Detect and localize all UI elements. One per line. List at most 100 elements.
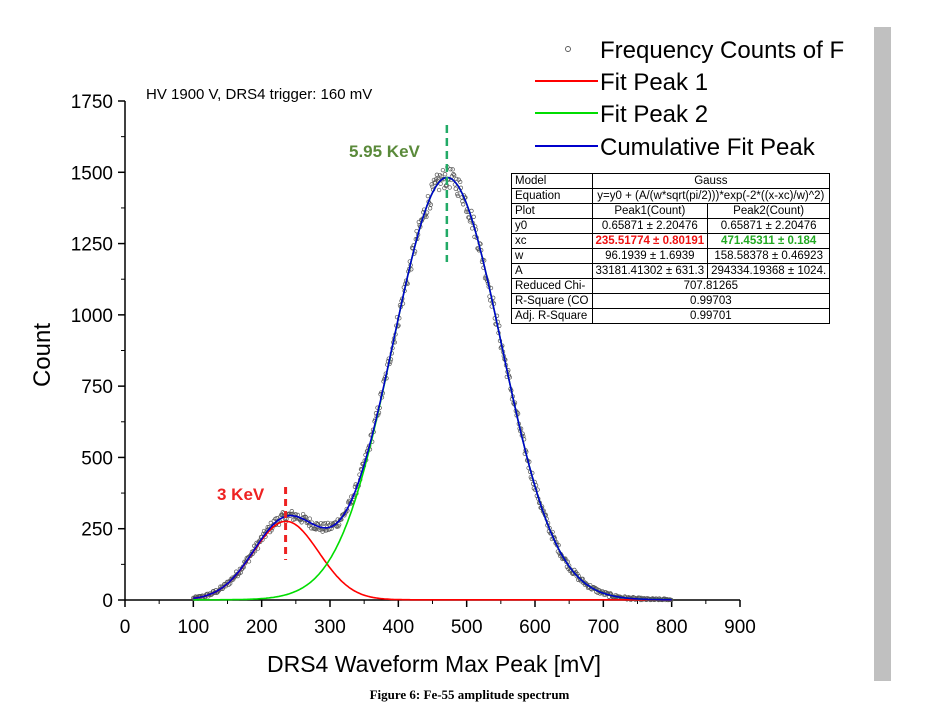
table-row: Adj. R-Square 0.99701 [511,308,831,324]
table-cell: 0.99703 [591,293,831,309]
data-point [429,182,434,187]
table-cell: R-Square (CO [511,293,593,309]
y-axis: 0 250 500 750 1000 1250 1500 1750 [71,92,125,612]
table-cell: Plot [511,203,593,219]
data-point [318,520,324,526]
table-cell: Adj. R-Square [511,308,593,324]
data-point [439,177,445,182]
legend: Frequency Counts of F Fit Peak 1 Fit Peak … [535,37,844,161]
table-cell: 707.81265 [591,278,831,294]
table-row: Plot Peak1(Count) Peak2(Count) [511,203,831,219]
y-tick-label: 500 [81,448,113,469]
y-tick-label: 1750 [71,92,113,113]
table-row: y0 0.65871 ± 2.20476 0.65871 ± 2.20476 [511,218,831,234]
cumulative-fit-line [193,176,672,601]
data-point [442,172,448,177]
table-cell-xc-peak1: 235.51774 ± 0.80191 [591,233,709,249]
table-cell: 96.1939 ± 1.6939 [591,248,709,264]
x-tick-label: 600 [519,617,551,638]
data-point [317,527,322,532]
table-row: A 33181.41302 ± 631.3 294334.19368 ± 102… [511,263,831,279]
data-point [448,167,453,172]
x-axis-label: DRS4 Waveform Max Peak [mV] [267,651,601,677]
table-row: Model Gauss [511,173,831,189]
data-point [452,172,457,178]
legend-label: Cumulative Fit Peak [600,134,816,161]
x-tick-label: 700 [587,617,619,638]
data-point [440,167,446,173]
legend-label: Fit Peak 2 [600,101,708,128]
figure-caption: Figure 6: Fe-55 amplitude spectrum [369,687,570,702]
data-point [458,179,463,185]
table-cell: 0.65871 ± 2.20476 [591,218,709,234]
data-point [472,234,477,240]
data-point [574,573,579,579]
data-point [471,214,476,219]
data-point [428,202,434,207]
y-tick-label: 0 [102,591,113,612]
data-point [460,199,465,204]
x-tick-label: 900 [724,617,756,638]
table-cell: Model [511,173,593,189]
data-point [434,172,440,177]
data-point [424,214,429,220]
x-tick-label: 200 [246,617,278,638]
fit-curves [193,176,672,601]
peak-1-label: 3 KeV [217,485,265,504]
data-point [453,186,458,191]
data-point [425,193,431,199]
data-point [303,515,309,520]
x-tick-label: 800 [656,617,688,638]
data-point [427,206,433,211]
x-tick-label: 300 [314,617,346,638]
data-point [450,167,455,172]
peak-2-label: 5.95 KeV [349,142,421,161]
annotations: 3 KeV 5.95 KeV [217,125,449,560]
x-tick-label: 100 [177,617,209,638]
x-tick-label: 400 [382,617,414,638]
data-point [337,522,342,527]
legend-label: Fit Peak 1 [600,69,708,96]
table-cell: 0.65871 ± 2.20476 [707,218,831,234]
table-cell: y=y0 + (A/(w*sqrt(pi/2)))*exp(-2*((x-xc)… [591,188,831,204]
data-point [461,202,466,207]
table-cell: 158.58378 ± 0.46923 [707,248,831,264]
table-cell: 33181.41302 ± 631.3 [591,263,709,279]
table-row: Equation y=y0 + (A/(w*sqrt(pi/2)))*exp(-… [511,188,831,204]
table-cell: 0.99701 [591,308,831,324]
table-cell: Gauss [591,173,831,189]
data-point [303,514,308,519]
x-tick-label: 500 [451,617,483,638]
table-cell: w [511,248,593,264]
data-point [299,520,304,525]
table-cell: Reduced Chi- [511,278,593,294]
chart-title: HV 1900 V, DRS4 trigger: 160 mV [146,86,372,103]
x-axis: 0 100 200 300 400 500 600 700 800 900 [120,600,756,638]
fit-parameters-table: Model Gauss Equation y=y0 + (A/(w*sqrt(p… [511,173,831,324]
y-axis-label: Count [29,323,56,387]
scrollbar-strip [874,27,891,681]
legend-label: Frequency Counts of F [600,37,844,64]
data-point [439,174,444,179]
y-tick-label: 1250 [71,235,113,256]
table-cell: Peak2(Count) [707,203,831,219]
table-cell-xc-peak2: 471.45311 ± 0.184 [707,233,831,249]
data-point [307,516,312,521]
y-tick-label: 250 [81,520,113,541]
table-cell: y0 [511,218,593,234]
legend-marker-scatter [565,46,571,52]
data-point [268,520,273,526]
y-tick-label: 1000 [71,306,113,327]
y-tick-label: 1500 [71,163,113,184]
data-point [447,185,452,190]
table-row: w 96.1939 ± 1.6939 158.58378 ± 0.46923 [511,248,831,264]
data-point [430,184,435,189]
data-point [454,176,459,182]
table-row: xc 235.51774 ± 0.80191 471.45311 ± 0.184 [511,233,831,249]
table-row: R-Square (CO 0.99703 [511,293,831,309]
data-point [322,520,328,526]
table-cell: Peak1(Count) [591,203,709,219]
data-point [436,187,442,193]
